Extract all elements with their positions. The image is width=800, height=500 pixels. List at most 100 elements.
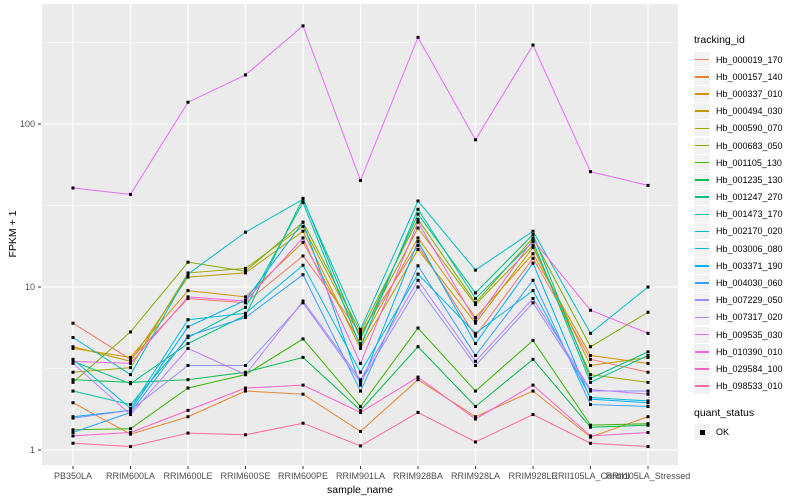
legend-item-Hb_000590_070: Hb_000590_070 xyxy=(694,120,783,137)
legend-label: Hb_029584_100 xyxy=(716,363,783,374)
legend-item-Hb_001247_270: Hb_001247_270 xyxy=(694,189,783,206)
data-point xyxy=(359,327,362,331)
data-point xyxy=(71,441,75,445)
data-point xyxy=(359,410,362,414)
legend-label: Hb_000494_030 xyxy=(716,106,783,117)
data-point xyxy=(359,378,362,382)
legend-key xyxy=(694,360,710,377)
legend-item-Hb_007317_020: Hb_007317_020 xyxy=(694,309,783,326)
data-point xyxy=(474,415,477,419)
data-point xyxy=(531,256,535,260)
data-point xyxy=(646,370,650,374)
data-point xyxy=(531,236,535,240)
legend-key xyxy=(694,103,710,120)
data-point xyxy=(474,363,477,367)
data-point xyxy=(474,389,477,393)
data-point xyxy=(186,408,190,412)
data-point xyxy=(474,334,477,338)
legend-color-line xyxy=(695,368,709,370)
data-point xyxy=(71,345,75,349)
data-point xyxy=(359,337,362,341)
x-axis-title: sample_name xyxy=(327,484,393,496)
legend-key xyxy=(694,343,710,360)
data-point xyxy=(129,366,132,370)
data-point xyxy=(71,434,75,438)
legend-key xyxy=(694,223,710,240)
legend-color-line xyxy=(695,385,709,387)
legend-quant-items: OK xyxy=(694,424,783,441)
data-point xyxy=(531,261,535,265)
data-point xyxy=(589,357,592,361)
legend-key xyxy=(694,275,710,292)
data-point xyxy=(531,43,535,47)
data-point xyxy=(416,212,420,216)
data-point xyxy=(589,423,592,427)
legend-label: Hb_002170_020 xyxy=(716,226,783,237)
data-point xyxy=(646,380,650,384)
data-point xyxy=(186,342,190,346)
legend-label: Hb_003371_190 xyxy=(716,260,783,271)
legend-color-line xyxy=(695,76,709,78)
data-point xyxy=(129,373,132,377)
data-point xyxy=(71,431,75,435)
legend-item-Hb_001473_170: Hb_001473_170 xyxy=(694,206,783,223)
legend-item-Hb_000494_030: Hb_000494_030 xyxy=(694,103,783,120)
data-point xyxy=(474,353,477,357)
data-point xyxy=(301,421,305,425)
data-point xyxy=(474,321,477,325)
data-point xyxy=(474,301,477,305)
data-point xyxy=(359,334,362,338)
legend-item-Hb_003006_080: Hb_003006_080 xyxy=(694,240,783,257)
data-point xyxy=(244,389,247,393)
legend-color-line xyxy=(695,213,709,216)
legend-color-line xyxy=(695,247,709,250)
legend-title-quant-status: quant_status xyxy=(694,406,755,419)
data-point xyxy=(129,359,132,363)
data-point xyxy=(359,408,362,412)
data-point xyxy=(244,301,247,305)
data-point xyxy=(646,183,650,187)
legend-item-Hb_000019_170: Hb_000019_170 xyxy=(694,51,783,68)
data-point xyxy=(646,355,650,359)
data-point xyxy=(244,373,247,377)
legend-key xyxy=(694,206,710,223)
legend-label: Hb_001235_130 xyxy=(716,174,783,185)
data-point xyxy=(244,386,247,390)
data-point xyxy=(416,326,420,330)
data-point xyxy=(359,342,362,346)
data-point xyxy=(531,383,535,387)
legend-key xyxy=(694,154,710,171)
data-point xyxy=(186,415,190,419)
data-point xyxy=(416,35,420,39)
data-point xyxy=(589,397,592,401)
legend-label: Hb_007229_050 xyxy=(716,295,783,306)
data-point xyxy=(244,311,247,315)
legend-color-line xyxy=(695,333,709,336)
data-point xyxy=(244,295,247,299)
data-point xyxy=(129,445,132,449)
data-point xyxy=(129,192,132,196)
legend-item-Hb_009535_030: Hb_009535_030 xyxy=(694,326,783,343)
data-point xyxy=(474,291,477,295)
legend-item-Hb_007229_050: Hb_007229_050 xyxy=(694,292,783,309)
legend-color-line xyxy=(695,299,709,301)
data-point xyxy=(589,434,592,438)
legend-color-line xyxy=(695,282,709,284)
data-point xyxy=(531,232,535,236)
data-point xyxy=(416,264,420,268)
data-point xyxy=(301,383,305,387)
data-point xyxy=(71,378,75,382)
x-tick-label: RRII105LA_Stressed xyxy=(606,471,691,481)
data-point xyxy=(531,229,535,233)
data-point xyxy=(71,416,75,420)
data-point xyxy=(244,305,247,309)
data-point xyxy=(71,401,75,405)
data-point xyxy=(71,357,75,361)
legend-item-Hb_029584_100: Hb_029584_100 xyxy=(694,360,783,377)
data-point xyxy=(416,207,420,211)
legend-key xyxy=(694,309,710,326)
legend-key xyxy=(694,326,710,343)
legend-label: Hb_004030_060 xyxy=(716,278,783,289)
data-point xyxy=(244,363,247,367)
data-point xyxy=(589,395,592,399)
